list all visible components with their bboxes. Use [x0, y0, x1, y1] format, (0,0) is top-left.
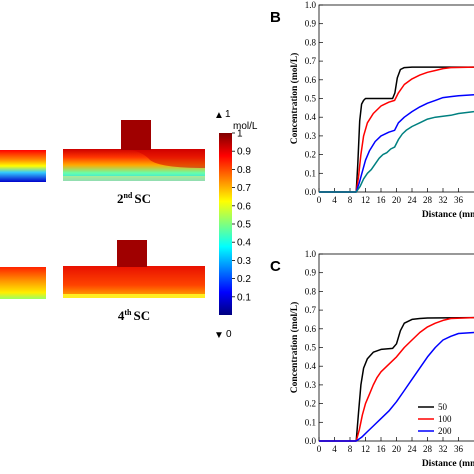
- x-tick-label: 8: [348, 195, 353, 205]
- colorbar-tick-label: 0.7: [237, 183, 251, 194]
- series-line-4: [319, 110, 474, 193]
- panel-label: B: [270, 9, 281, 26]
- series-line-200: [319, 331, 474, 442]
- x-tick-label: 12: [361, 195, 370, 205]
- y-tick-label: 0.1: [305, 417, 316, 427]
- plot-frame: [318, 4, 474, 193]
- snapshot-2nd-sc: [63, 120, 205, 181]
- x-tick-label: 8: [348, 444, 353, 454]
- panel-a-snapshots: 2nd SC 4th SC: [0, 120, 205, 323]
- y-tick-label: 1.0: [305, 0, 317, 10]
- colorbar-tick-label: 0.4: [237, 238, 251, 249]
- y-axis-label: Concentration (mol/L): [289, 302, 300, 394]
- colorbar-tick-label: 1: [237, 129, 243, 140]
- colorbar-tick-label: 0.1: [237, 292, 251, 303]
- y-tick-label: 0.1: [305, 168, 316, 178]
- x-tick-label: 0: [317, 195, 322, 205]
- series-line-3: [319, 94, 474, 193]
- chart-panel-b: B 0.0 0.1 0.2 0.3 0.4 0.5 0.6 0.7 0.8 0.9 1.0 0 4 8 12 1…: [270, 0, 474, 220]
- y-tick-label: 0.7: [305, 56, 317, 66]
- y-tick-label: 0.4: [305, 112, 317, 122]
- series-line-100: [319, 316, 474, 442]
- snapshot-left-top: [0, 150, 46, 182]
- colorbar-tick-label: 0.6: [237, 201, 251, 212]
- y-tick-label: 0.6: [305, 75, 317, 85]
- series-line-50: [319, 316, 474, 442]
- colorbar: ▲ 1 mol/L 1 0.9 0.8 0.7 0.6 0.5 0.4 0.3 0.2 0.1 ▼…: [214, 109, 258, 341]
- y-tick-label: 0.2: [305, 150, 316, 160]
- y-tick-label: 0.3: [305, 131, 317, 141]
- x-tick-label: 28: [423, 195, 433, 205]
- series-line-2: [319, 66, 474, 193]
- y-tick-label: 0.0: [305, 187, 317, 197]
- chart-panel-c: C 0.0 0.1 0.2 0.3 0.4 0.5 0.6 0.7 0.8 0.9 1.0 0 4 8 12 1…: [270, 249, 474, 469]
- y-tick-label: 0.9: [305, 19, 317, 29]
- x-tick-label: 0: [317, 444, 322, 454]
- x-axis-label: Distance (mm): [422, 458, 474, 469]
- y-tick-label: 0.0: [305, 436, 317, 446]
- colorbar-gradient: [219, 133, 232, 315]
- snapshot-4th-sc: [63, 240, 205, 298]
- colorbar-min-marker: ▼: [214, 330, 224, 341]
- x-tick-label: 24: [408, 444, 418, 454]
- colorbar-max-label: 1: [225, 109, 231, 120]
- y-tick-label: 0.9: [305, 268, 317, 278]
- x-tick-label: 32: [439, 195, 448, 205]
- y-tick-label: 0.3: [305, 380, 317, 390]
- x-tick-label: 16: [377, 444, 387, 454]
- x-tick-label: 4: [332, 195, 337, 205]
- snapshot-left-bottom: [0, 267, 46, 299]
- x-tick-label: 28: [423, 444, 433, 454]
- series-line-1: [319, 66, 474, 193]
- plot-frame: [318, 253, 474, 442]
- x-tick-label: 12: [361, 444, 370, 454]
- y-tick-label: 0.4: [305, 361, 317, 371]
- y-tick-label: 0.8: [305, 286, 317, 296]
- caption-2nd-sc: 2nd SC: [117, 191, 151, 206]
- x-tick-label: 36: [454, 444, 464, 454]
- y-tick-label: 1.0: [305, 249, 317, 259]
- colorbar-max-marker: ▲: [214, 110, 224, 121]
- colorbar-tick-label: 0.2: [237, 274, 251, 285]
- y-tick-label: 0.8: [305, 37, 317, 47]
- x-tick-label: 16: [377, 195, 387, 205]
- x-tick-label: 4: [332, 444, 337, 454]
- caption-4th-sc: 4th SC: [118, 308, 150, 323]
- legend-label: 50: [438, 402, 448, 412]
- legend-label: 100: [438, 414, 452, 424]
- x-tick-label: 32: [439, 444, 448, 454]
- colorbar-ticks: 1 0.9 0.8 0.7 0.6 0.5 0.4 0.3 0.2 0.1: [232, 129, 251, 303]
- x-axis-label: Distance (mm): [422, 209, 474, 220]
- x-tick-label: 36: [454, 195, 464, 205]
- x-tick-label: 20: [392, 444, 402, 454]
- y-tick-label: 0.7: [305, 305, 317, 315]
- x-tick-label: 24: [408, 195, 418, 205]
- colorbar-min-label: 0: [226, 329, 232, 340]
- colorbar-tick-label: 0.3: [237, 256, 251, 267]
- colorbar-tick-label: 0.9: [237, 147, 251, 158]
- y-tick-label: 0.5: [305, 94, 317, 104]
- y-tick-label: 0.5: [305, 343, 317, 353]
- legend-label: 200: [438, 426, 452, 436]
- y-tick-label: 0.6: [305, 324, 317, 334]
- colorbar-tick-label: 0.5: [237, 220, 251, 231]
- x-tick-label: 20: [392, 195, 402, 205]
- y-axis-label: Concentration (mol/L): [289, 53, 300, 145]
- colorbar-tick-label: 0.8: [237, 165, 251, 176]
- y-tick-label: 0.2: [305, 399, 316, 409]
- colorbar-unit: mol/L: [233, 121, 258, 132]
- panel-label: C: [270, 258, 281, 275]
